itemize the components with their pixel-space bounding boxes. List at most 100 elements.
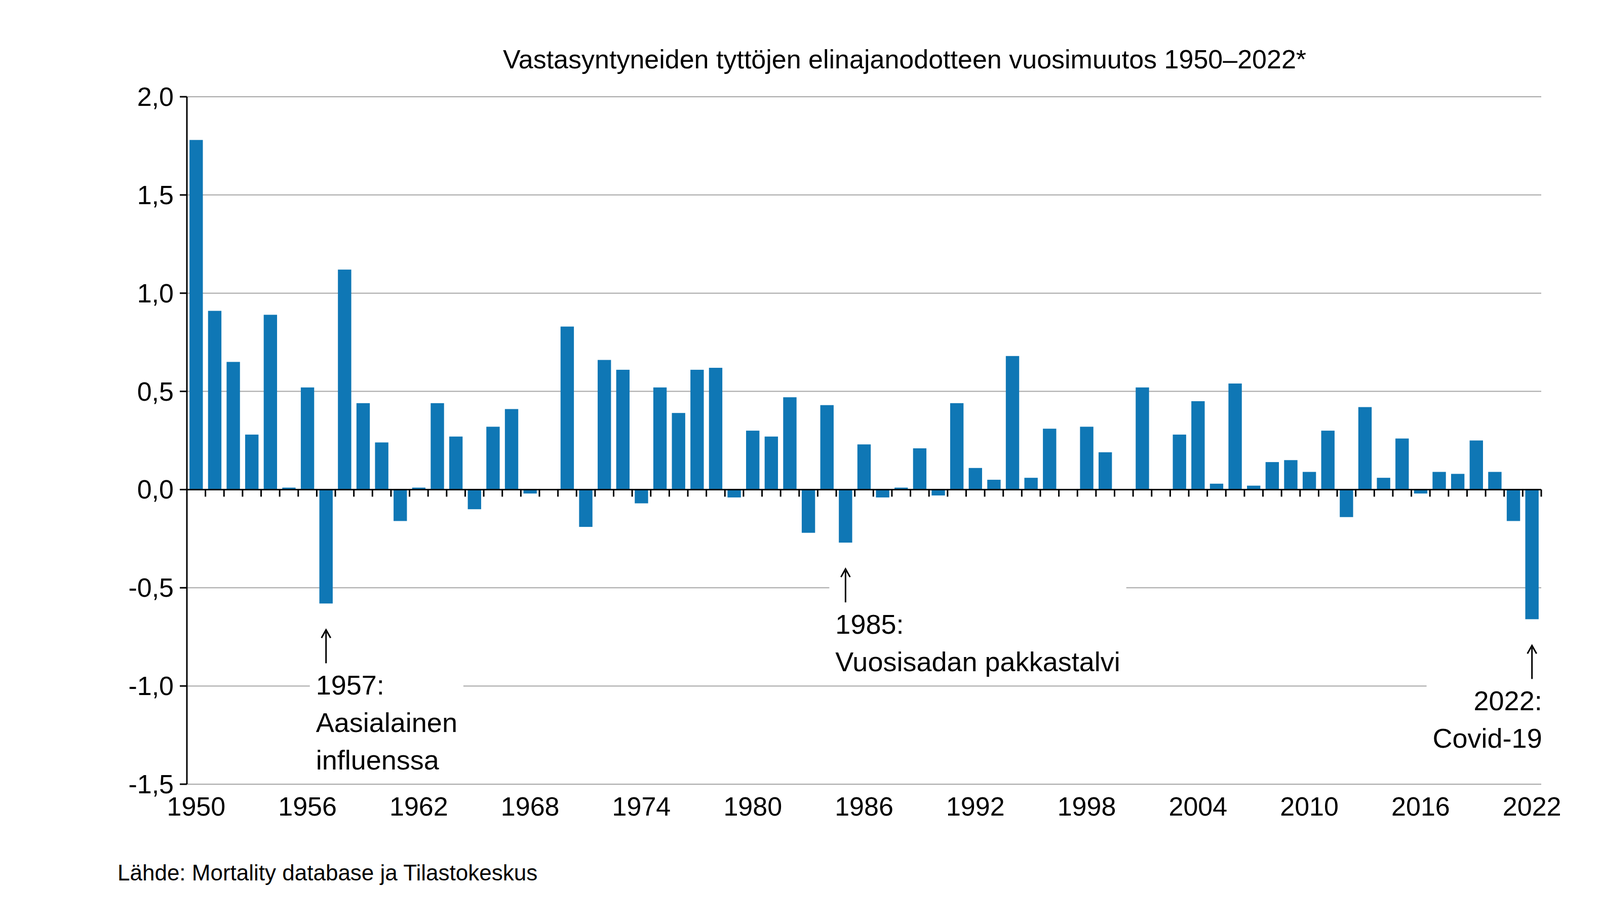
- bar: [1469, 440, 1484, 490]
- x-tick-mark: [984, 489, 986, 497]
- x-tick-mark: [649, 489, 652, 497]
- bar: [597, 360, 611, 490]
- x-tick-mark: [1336, 489, 1339, 497]
- x-tick-mark: [1076, 489, 1079, 497]
- annotation-arrowhead: [840, 568, 850, 577]
- x-tick-mark: [705, 489, 708, 497]
- bar: [746, 430, 760, 490]
- x-tick-mark: [1373, 489, 1376, 497]
- grid-line: [186, 96, 1542, 98]
- x-tick-mark: [1206, 489, 1208, 497]
- annotation-background: [1426, 642, 1549, 757]
- x-tick-mark: [1280, 489, 1283, 497]
- x-tick-mark: [279, 489, 281, 497]
- bar: [374, 442, 388, 490]
- x-tick-mark: [241, 489, 244, 497]
- x-tick-mark: [779, 489, 782, 497]
- x-tick-mark: [1095, 489, 1097, 497]
- bar: [467, 489, 482, 510]
- x-tick-mark: [1522, 489, 1524, 497]
- x-tick-mark: [260, 489, 262, 497]
- bar: [1191, 401, 1205, 490]
- x-tick-mark: [371, 489, 374, 497]
- annotation-text: Covid-19: [1432, 722, 1543, 754]
- bar: [727, 489, 741, 498]
- bar: [1098, 452, 1112, 490]
- bar: [263, 314, 278, 490]
- annotation-text: 2022:: [1473, 685, 1543, 716]
- bar: [226, 361, 240, 490]
- bar: [709, 367, 723, 490]
- x-tick-mark: [483, 489, 485, 497]
- x-tick-mark: [853, 489, 856, 497]
- x-tick-label: 2010: [1279, 791, 1339, 822]
- y-tick-mark: [179, 587, 187, 589]
- x-tick-mark: [594, 489, 596, 497]
- annotation-arrow: [1531, 647, 1533, 679]
- bar: [1005, 356, 1020, 490]
- grid-line: [186, 194, 1542, 196]
- x-tick-label: 1956: [278, 791, 337, 822]
- bar: [300, 387, 315, 490]
- x-tick-mark: [427, 489, 429, 497]
- x-tick-mark: [1354, 489, 1357, 497]
- bar: [504, 408, 519, 490]
- x-tick-mark: [835, 489, 838, 497]
- x-tick-label: 1962: [389, 791, 449, 822]
- bar: [356, 403, 370, 490]
- x-tick-label: 2004: [1168, 791, 1228, 822]
- x-tick-mark: [1188, 489, 1190, 497]
- grid-line: [186, 783, 1542, 785]
- x-tick-mark: [909, 489, 912, 497]
- x-tick-mark: [223, 489, 225, 497]
- bar: [857, 444, 871, 490]
- y-tick-mark: [179, 193, 187, 196]
- x-tick-mark: [946, 489, 949, 497]
- bar: [634, 489, 648, 503]
- bar: [820, 405, 834, 490]
- y-tick-label: 0,5: [137, 376, 174, 407]
- x-tick-mark: [1150, 489, 1153, 497]
- bars: [189, 139, 1539, 619]
- y-tick-mark: [179, 783, 187, 786]
- x-tick-mark: [631, 489, 634, 497]
- x-axis: [186, 488, 1542, 491]
- bar: [987, 479, 1001, 490]
- y-tick-mark: [179, 292, 187, 294]
- x-tick-label: 1974: [612, 791, 672, 822]
- x-tick-mark: [1132, 489, 1135, 497]
- bar: [1432, 472, 1446, 490]
- x-tick-mark: [408, 489, 411, 497]
- bar: [1135, 387, 1149, 490]
- bar: [653, 387, 667, 490]
- x-tick-mark: [1002, 489, 1004, 497]
- annotation-arrowhead: [321, 629, 331, 638]
- bar: [578, 489, 593, 527]
- x-tick-mark: [1243, 489, 1245, 497]
- x-tick-mark: [538, 489, 540, 497]
- x-tick-label: 1950: [166, 791, 226, 822]
- title: Vastasyntyneiden tyttöjen elinajanodotte…: [502, 44, 1307, 74]
- annotation: 1985:Vuosisadan pakkastalvi: [829, 565, 1126, 680]
- bar: [1339, 489, 1353, 517]
- x-tick-mark: [687, 489, 689, 497]
- bar: [486, 426, 500, 490]
- x-tick-mark: [1039, 489, 1041, 497]
- x-tick-mark: [575, 489, 578, 497]
- bar: [1506, 489, 1520, 521]
- bar: [913, 448, 927, 490]
- x-tick-mark: [353, 489, 355, 497]
- annotation-arrow: [844, 570, 847, 603]
- grid-line: [186, 391, 1542, 393]
- y-tick-label: -0,5: [128, 572, 174, 603]
- y-tick-mark: [179, 390, 187, 393]
- x-tick-mark: [445, 489, 448, 497]
- x-tick-mark: [612, 489, 615, 497]
- bar: [1376, 477, 1390, 490]
- x-tick-mark: [389, 489, 392, 497]
- y-tick-label: 1,0: [137, 278, 174, 308]
- bar: [1173, 434, 1187, 490]
- bar: [430, 403, 444, 490]
- annotation-arrow: [325, 631, 327, 663]
- bar: [672, 412, 686, 490]
